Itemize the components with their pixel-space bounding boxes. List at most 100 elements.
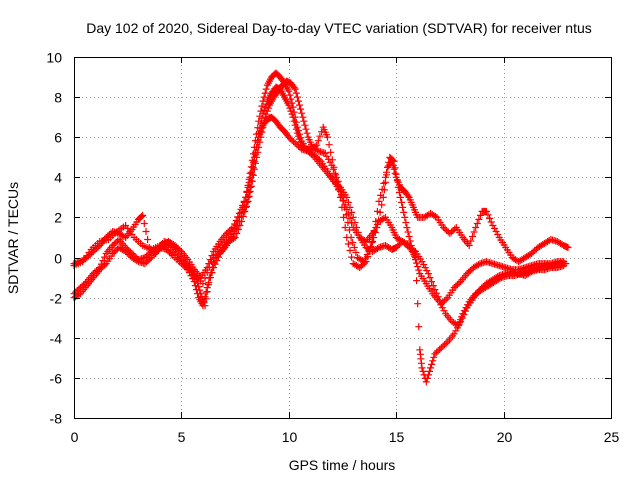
data-point: [440, 307, 448, 315]
data-point: [456, 319, 464, 327]
data-point: [406, 237, 414, 245]
data-point: [205, 263, 213, 271]
y-tick-label: 8: [54, 90, 62, 106]
data-point: [450, 330, 458, 338]
data-point: [75, 291, 83, 299]
data-point: [302, 125, 310, 133]
data-point: [256, 124, 264, 132]
data-point: [343, 234, 351, 241]
data-point: [285, 101, 293, 109]
data-point: [286, 135, 294, 143]
data-point: [314, 137, 322, 145]
data-point: [442, 295, 450, 303]
data-point: [382, 173, 389, 181]
data-point: [348, 208, 356, 216]
data-point: [105, 231, 113, 238]
data-point: [414, 263, 422, 271]
data-point: [420, 261, 428, 269]
data-point: [293, 129, 301, 137]
data-point: [226, 227, 234, 234]
data-point: [369, 238, 377, 245]
data-point: [235, 217, 243, 225]
data-point: [403, 224, 411, 231]
data-point: [260, 106, 268, 114]
data-point: [408, 245, 416, 253]
data-point: [409, 249, 417, 256]
chart-title: Day 102 of 2020, Sidereal Day-to-day VTE…: [86, 20, 592, 36]
data-point: [365, 248, 373, 255]
data-point: [240, 208, 248, 216]
data-point: [473, 220, 481, 227]
data-point: [438, 304, 446, 312]
data-point: [290, 138, 298, 146]
data-point: [399, 203, 407, 211]
data-point: [301, 121, 309, 129]
y-tick-label: 6: [54, 130, 62, 146]
data-point: [428, 360, 436, 368]
data-point: [455, 279, 463, 287]
data-point: [429, 357, 437, 365]
data-point: [261, 113, 269, 121]
data-point: [394, 183, 402, 191]
data-point: [97, 264, 105, 272]
data-point: [391, 164, 399, 172]
data-point: [393, 177, 401, 185]
data-point: [324, 133, 331, 141]
data-point: [377, 191, 385, 199]
x-tick-label: 25: [604, 429, 620, 445]
data-point: [405, 233, 413, 240]
data-point: [195, 283, 203, 291]
data-point: [421, 264, 429, 272]
data-point: [467, 237, 475, 245]
data-point: [286, 104, 294, 112]
data-point: [291, 121, 299, 129]
data-point: [288, 110, 296, 118]
x-tick-label: 5: [178, 429, 186, 445]
data-point: [348, 253, 356, 261]
data-point: [142, 228, 150, 235]
data-point: [238, 212, 245, 220]
data-point: [143, 258, 150, 266]
data-point: [110, 248, 118, 256]
data-point: [400, 208, 408, 216]
data-point: [140, 220, 148, 227]
data-point: [112, 239, 120, 246]
data-point: [419, 367, 427, 375]
data-point: [291, 85, 299, 93]
data-point: [101, 253, 109, 261]
data-point: [464, 301, 472, 309]
data-point: [380, 179, 388, 187]
data-point: [350, 244, 358, 251]
data-point: [200, 299, 208, 307]
data-point: [201, 302, 209, 310]
data-point: [357, 262, 365, 270]
data-point: [431, 350, 439, 358]
data-point: [531, 247, 539, 254]
data-point: [101, 261, 109, 269]
data-point: [370, 228, 378, 235]
data-point: [418, 258, 426, 266]
data-point: [199, 296, 207, 304]
data-point: [196, 286, 204, 294]
data-point: [264, 104, 272, 112]
data-point: [451, 225, 459, 233]
data-point: [203, 269, 211, 277]
data-point: [346, 214, 354, 222]
data-point: [491, 225, 498, 232]
data-point: [423, 267, 431, 275]
data-point: [110, 240, 118, 248]
data-point: [460, 307, 468, 315]
data-point: [380, 214, 388, 222]
data-point: [144, 236, 152, 243]
data-point: [138, 212, 146, 220]
data-point: [262, 100, 270, 108]
data-point: [378, 185, 386, 193]
x-axis-label: GPS time / hours: [289, 457, 396, 473]
data-point: [337, 190, 345, 198]
data-point: [402, 219, 410, 226]
data-point: [96, 266, 104, 274]
data-point: [335, 186, 343, 194]
grid: [74, 57, 611, 418]
data-point: [333, 178, 341, 186]
data-point: [349, 213, 357, 221]
